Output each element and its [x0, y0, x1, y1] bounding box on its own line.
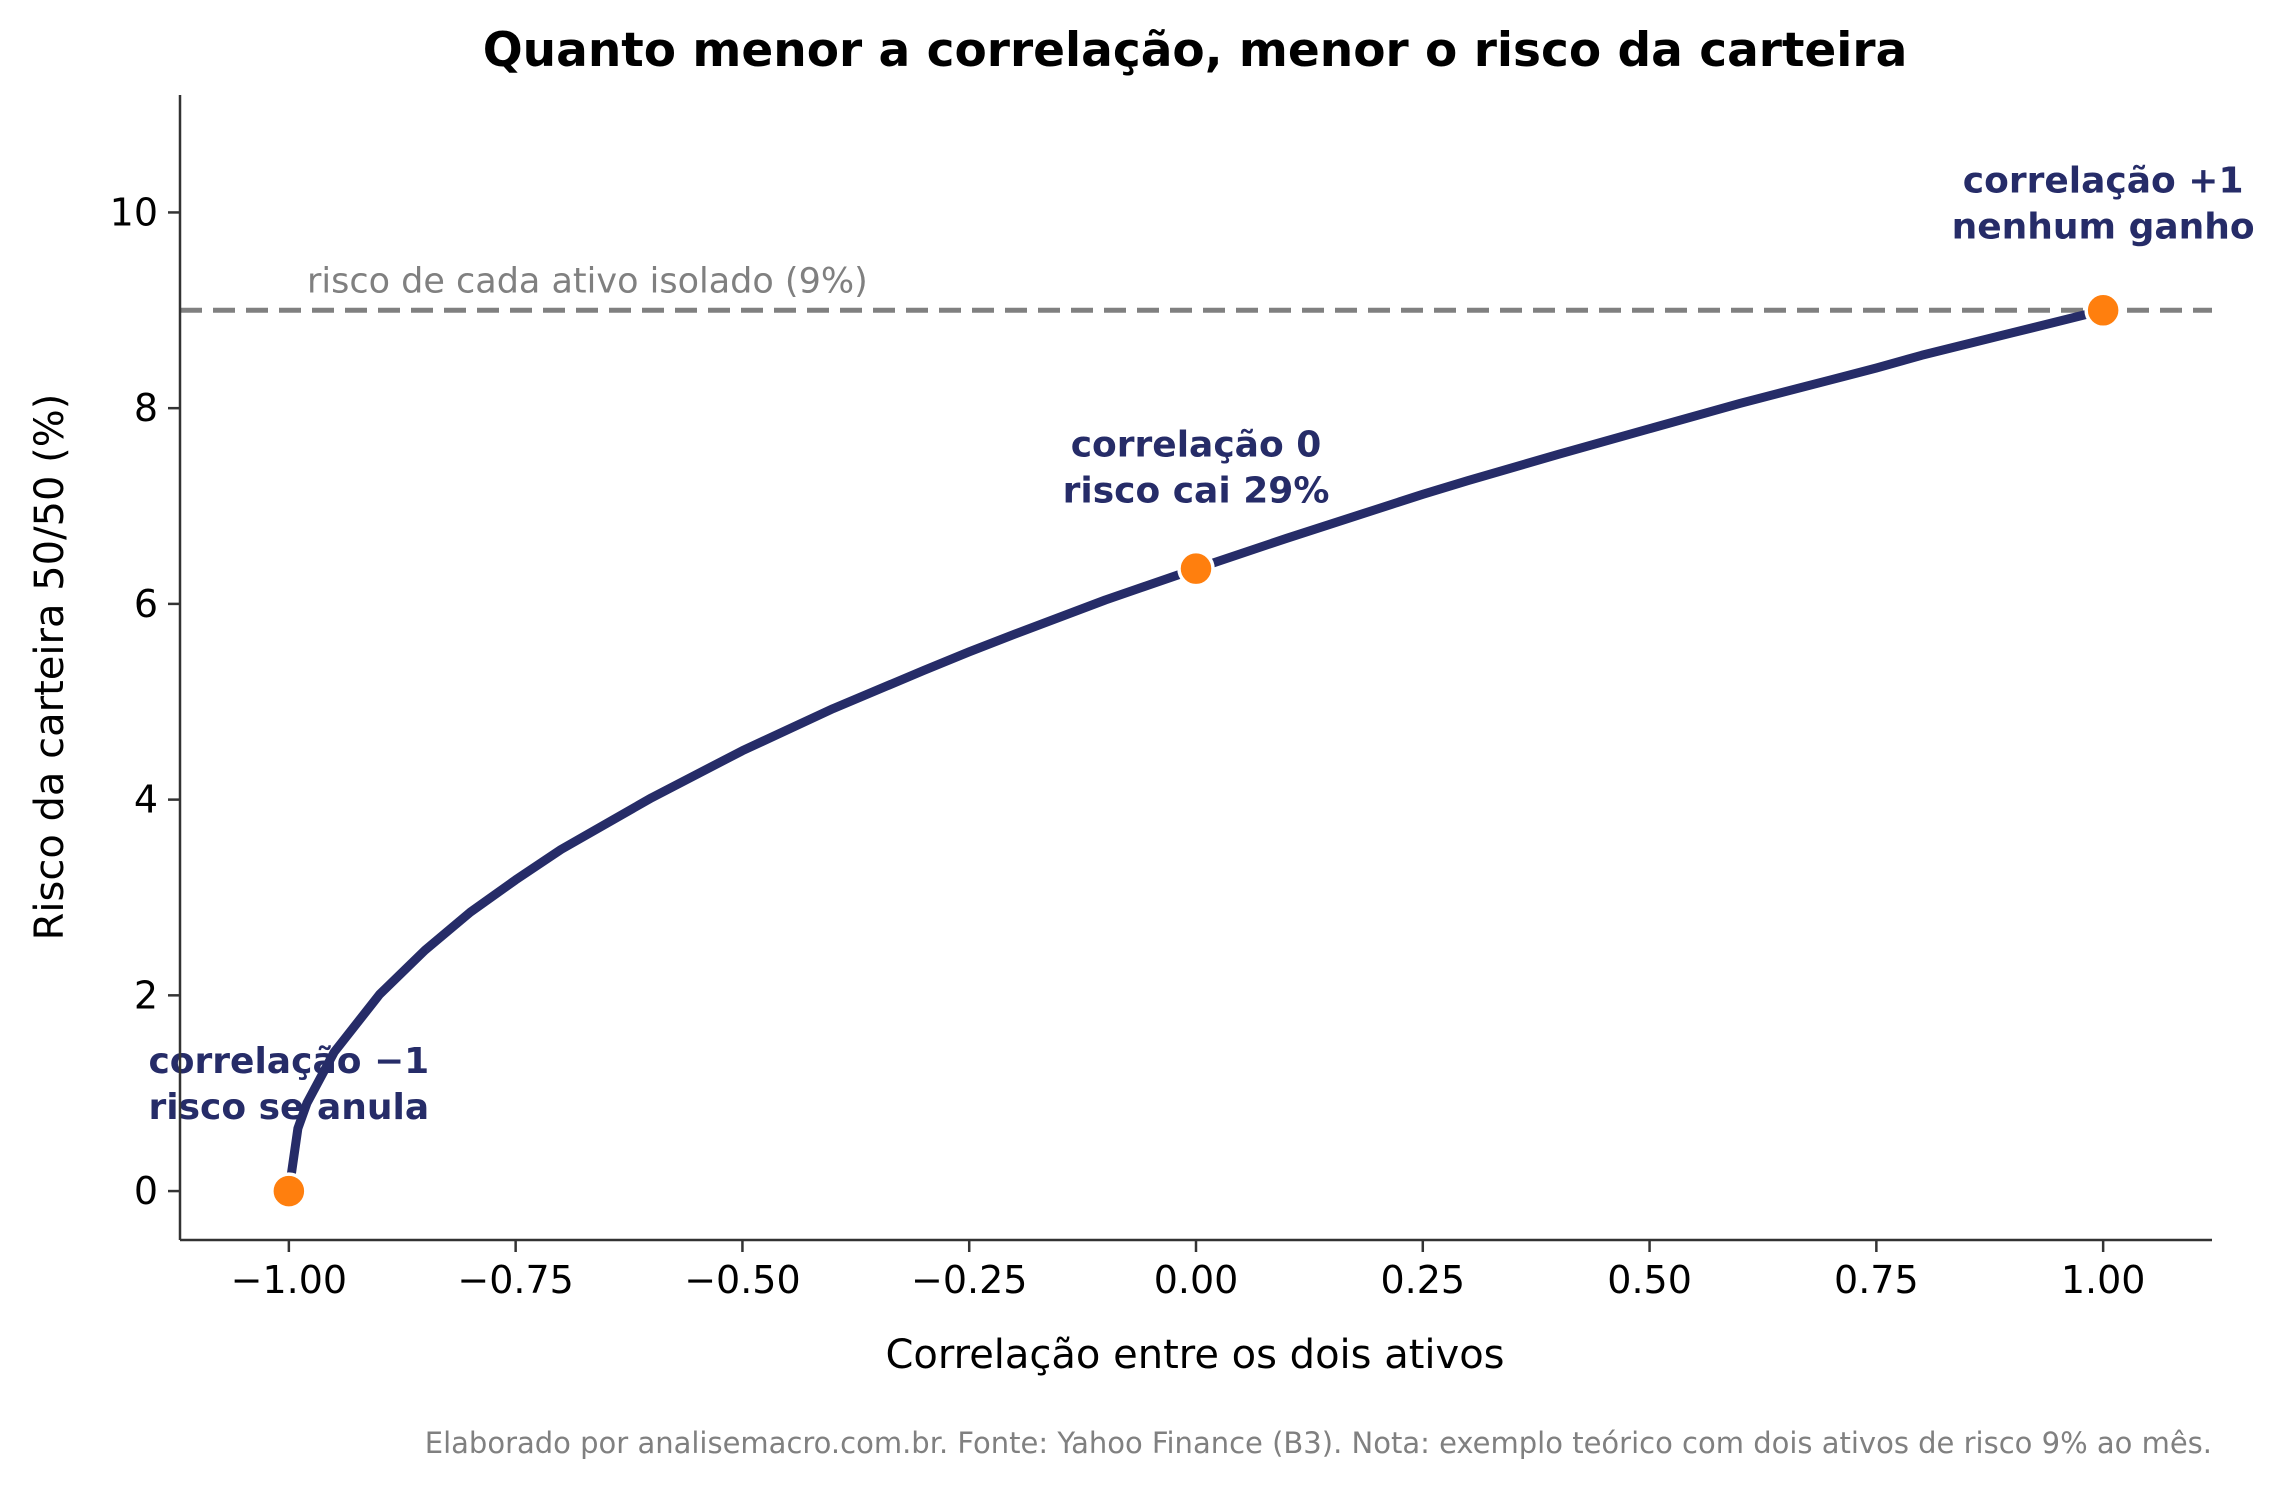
highlight-annotation: correlação −1 — [148, 1041, 429, 1082]
highlight-point — [270, 1172, 308, 1210]
x-tick-label: −0.50 — [684, 1258, 800, 1302]
highlight-annotation: risco cai 29% — [1063, 471, 1330, 512]
x-tick-label: 0.75 — [1834, 1258, 1919, 1302]
highlight-point — [1177, 549, 1215, 588]
y-axis-label: Risco da carteira 50/50 (%) — [27, 394, 73, 941]
x-tick-label: 0.00 — [1154, 1258, 1239, 1302]
y-tick-label: 10 — [110, 190, 158, 234]
x-tick-label: −1.00 — [231, 1258, 347, 1302]
highlight-point — [2084, 291, 2122, 330]
x-ticks: −1.00 −0.75 −0.50 −0.25 0.00 0.25 0.50 0.75 1.00 — [231, 1240, 2146, 1302]
plot-area: risco de cada ativo isolado (9%) correlaç… — [148, 160, 2255, 1210]
highlight-annotation: correlação +1 — [1963, 160, 2244, 201]
risk-curve — [284, 305, 2108, 1196]
highlight-annotation: correlação 0 — [1071, 425, 1322, 466]
y-tick-label: 4 — [134, 778, 158, 822]
highlight-annotation: nenhum ganho — [1952, 206, 2255, 247]
highlight-annotation: risco se anula — [149, 1087, 430, 1128]
x-tick-label: 0.25 — [1380, 1258, 1465, 1302]
y-ticks: 0 2 4 6 8 10 — [110, 190, 180, 1213]
y-tick-label: 6 — [134, 582, 158, 626]
x-axis-label: Correlação entre os dois ativos — [885, 1332, 1504, 1378]
x-tick-label: 1.00 — [2061, 1258, 2146, 1302]
x-tick-label: −0.25 — [911, 1258, 1027, 1302]
reference-line-label: risco de cada ativo isolado (9%) — [307, 261, 868, 301]
footer-note: Elaborado por analisemacro.com.br. Fonte… — [425, 1426, 2212, 1460]
chart-title: Quanto menor a correlação, menor o risco… — [483, 23, 1908, 78]
x-tick-label: 0.50 — [1607, 1258, 1692, 1302]
y-tick-label: 8 — [134, 386, 158, 430]
y-tick-label: 2 — [134, 973, 158, 1017]
y-tick-label: 0 — [134, 1169, 158, 1213]
x-tick-label: −0.75 — [457, 1258, 573, 1302]
